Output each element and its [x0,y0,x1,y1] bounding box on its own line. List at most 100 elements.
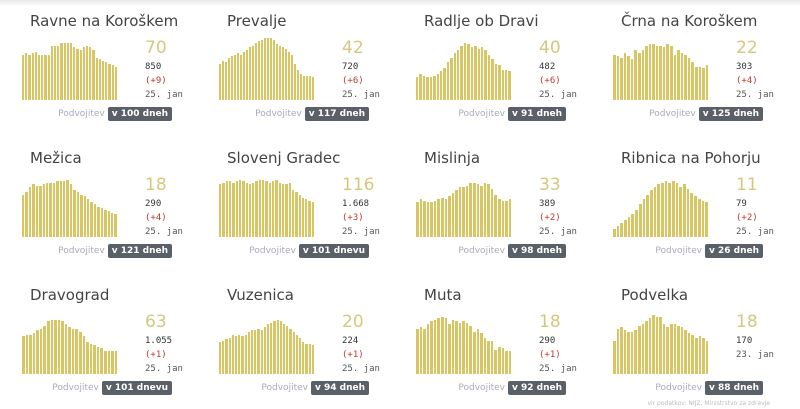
chart-bar [448,324,451,374]
municipality-card: Črna na Koroškem 22 303 (+4) 25. jan Pod… [591,0,786,130]
total-cases: 482 [539,62,556,72]
active-cases: 11 [736,175,758,195]
doubling-badge: v 101 dnevu [298,244,369,258]
chart-bar [422,75,426,100]
chart-bar [426,77,429,100]
chart-bar [680,327,684,374]
municipality-card: Podvelka 18 170 23. jan Podvojitev v 88 d… [591,274,786,404]
chart-bar [90,202,93,237]
chart-bar [237,53,239,100]
chart-bar [39,328,43,374]
doubling-badge: v 94 dneh [310,381,369,395]
source-footer: vir podatkov: NIJZ, Ministrstvo za zdrav… [647,400,770,407]
chart-bar [430,321,433,374]
chart-bar [637,53,641,100]
chart-bar [231,56,233,100]
chart-bar [299,337,302,374]
chart-bar [270,38,272,100]
municipality-card: Mežica 18 290 (+4) 25. jan Podvojitev v 1… [0,137,195,267]
chart-bar [276,319,279,374]
chart-bar [35,185,39,237]
chart-bar [687,333,691,374]
chart-bar [89,47,92,100]
chart-bar [430,202,433,237]
chart-bar [294,63,296,100]
chart-bar [702,337,705,374]
chart-bar [262,179,265,237]
chart-bar [458,322,462,374]
chart-bar [646,194,649,237]
chart-bar [444,318,448,374]
chart-bar [97,206,100,237]
doubling-badge: v 100 dneh [107,107,172,121]
chart-bar [228,57,230,100]
chart-bar [69,184,73,237]
chart-bar [637,325,641,374]
chart-bar [243,51,245,100]
chart-bar [36,330,39,374]
chart-bar [54,45,57,100]
chart-bar [288,51,290,100]
chart-bar [50,319,54,374]
daily-increase: (+2) [539,213,561,223]
municipality-card: Dravograd 63 1.055 (+1) 25. jan Podvojit… [0,274,195,404]
chart-bar [107,211,110,237]
daily-increase: (+9) [145,76,167,86]
total-cases: 720 [342,62,359,72]
chart-bar [59,181,63,237]
chart-bar [443,68,446,100]
chart-bar [245,182,248,237]
municipality-card: Ribnica na Pohorju 11 79 (+2) 25. jan Po… [591,137,786,267]
chart-bar [450,57,453,100]
chart-bar [34,52,38,100]
chart-bar [235,336,238,374]
daily-increase: (+6) [539,76,561,86]
active-cases: 63 [145,312,167,332]
chart-bar [66,42,70,100]
doubling-label: Podvojitev [458,109,505,119]
chart-bar [222,340,225,374]
chart-bar [444,199,448,237]
chart-bar [311,345,315,374]
doubling-time: Podvojitev v 88 dneh [655,381,763,395]
chart-bar [265,181,268,237]
doubling-badge: v 88 dneh [704,381,763,395]
municipality-card: Mislinja 33 389 (+2) 25. jan Podvojitev v… [394,137,589,267]
chart-bar [270,322,273,374]
chart-bar [263,327,267,374]
chart-bar [463,42,467,100]
municipality-name: Mislinja [424,149,481,167]
chart-bar [309,75,311,100]
chart-bar [22,336,25,374]
chart-bar [487,54,491,100]
chart-bar [25,53,28,100]
chart-bar [301,197,305,237]
municipality-card: Muta 18 290 (+1) 25. jan Podvojitev v 92 … [394,274,589,404]
chart-bar [638,203,642,237]
chart-bar [281,184,285,237]
chart-bar [29,334,32,374]
total-cases: 290 [539,336,556,346]
doubling-label: Podvojitev [261,383,308,393]
chart-bar [76,48,79,100]
chart-bar [89,343,93,374]
chart-bar [627,331,630,374]
chart-bar [691,62,694,100]
chart-bar [480,333,483,374]
chart-bar [255,42,257,100]
chart-bar [437,318,440,374]
chart-bar [491,59,494,100]
chart-bar [480,185,483,237]
chart-bar [694,337,698,374]
total-cases: 170 [736,336,753,346]
cases-bar-chart [219,312,315,374]
chart-bar [677,50,680,100]
chart-bar [660,182,664,237]
chart-bar [705,65,709,100]
active-cases: 33 [539,175,561,195]
chart-bar [501,200,505,237]
municipality-name: Črna na Koroškem [621,12,758,30]
chart-bar [100,348,103,374]
chart-bar [231,334,235,374]
chart-bar [426,324,430,374]
